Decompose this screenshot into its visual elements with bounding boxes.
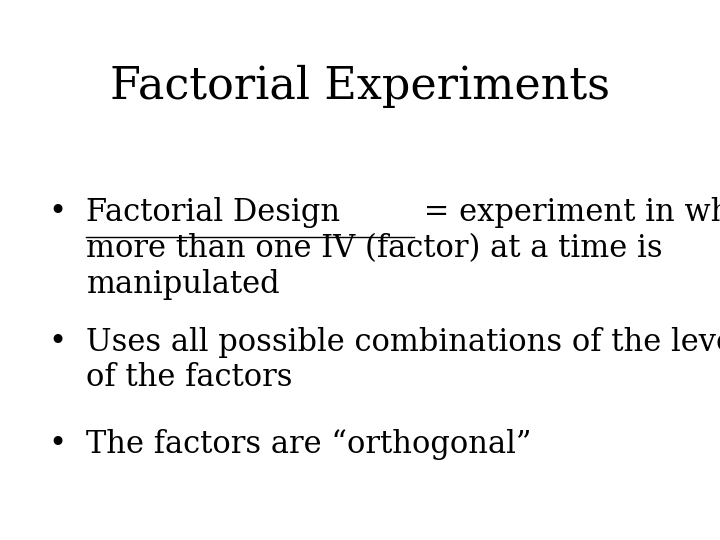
- Text: •: •: [48, 327, 67, 357]
- Text: •: •: [48, 197, 67, 228]
- Text: more than one IV (factor) at a time is
manipulated: more than one IV (factor) at a time is m…: [86, 197, 663, 300]
- Text: •: •: [48, 429, 67, 460]
- Text: The factors are “orthogonal”: The factors are “orthogonal”: [86, 429, 532, 460]
- Text: Factorial Experiments: Factorial Experiments: [110, 65, 610, 108]
- Text: Uses all possible combinations of the levels
of the factors: Uses all possible combinations of the le…: [86, 327, 720, 394]
- Text: Factorial Design: Factorial Design: [86, 197, 341, 228]
- Text: = experiment in which: = experiment in which: [414, 197, 720, 228]
